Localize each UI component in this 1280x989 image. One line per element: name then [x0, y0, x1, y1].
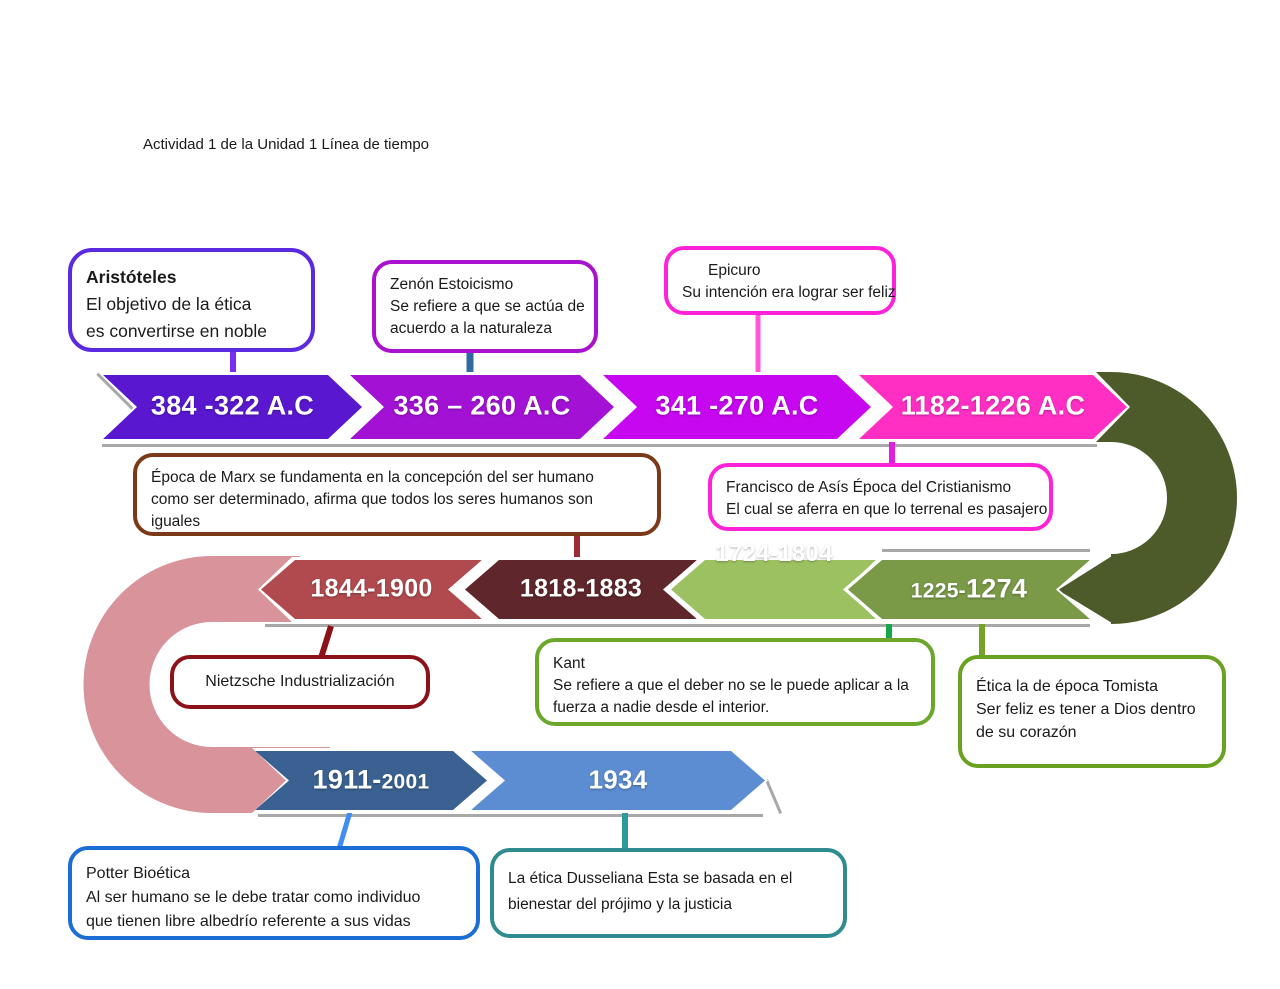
callout-zenon: Zenón Estoicismo Se refiere a que se act… — [372, 260, 598, 353]
callout-kant: Kant Se refiere a que el deber no se le … — [535, 638, 935, 726]
callout-line: bienestar del prójimo y la justicia — [508, 896, 732, 913]
callout-line: Se refiere a que el deber no se le puede… — [553, 677, 909, 694]
arrow-label: 341 -270 A.C — [655, 390, 819, 421]
row2-top-shadow — [882, 549, 1090, 552]
callout-line: es convertirse en noble — [86, 321, 267, 341]
arrow-1818-1883: 1818-1883 — [462, 557, 700, 622]
arrow-outline — [668, 557, 880, 622]
arrow-384-322: 384 -322 A.C — [100, 372, 365, 442]
arrow-1724-1804: 1724-1804 — [668, 540, 880, 622]
left-curve — [83, 556, 330, 813]
arrow-outline — [845, 557, 1093, 622]
arrow-1225-1274: 1225-1274 — [845, 557, 1093, 622]
callout-line: Se refiere a que se actúa de — [390, 298, 585, 315]
callout-line: Ser feliz es tener a Dios dentro — [976, 701, 1196, 718]
callout-line: Francisco de Asís Época del Cristianismo — [726, 479, 1012, 496]
arrow-outline — [100, 372, 365, 442]
callout-line: Epicuro — [708, 262, 761, 279]
callout-line: Al ser humano se le debe tratar como ind… — [86, 889, 421, 906]
callout-line: Nietzsche Industrialización — [205, 673, 395, 690]
arrow-fill — [603, 375, 871, 439]
arrow-fill — [103, 375, 362, 439]
arrow-label: 1724-1804 — [715, 540, 833, 567]
arrow-fill — [465, 560, 697, 619]
callout-line: El objetivo de la ética — [86, 294, 252, 314]
arrow-fill — [671, 560, 877, 619]
arrow-1911-2001: 1911-2001 — [252, 748, 490, 813]
callout-potter: Potter Bioética Al ser humano se le debe… — [68, 846, 480, 940]
callout-line: Ética la de época Tomista — [976, 678, 1159, 695]
arrow-336-260: 336 – 260 A.C — [347, 372, 617, 442]
callout-line: La ética Dusseliana Esta se basada en el — [508, 870, 793, 887]
arrow-341-270: 341 -270 A.C — [600, 372, 874, 442]
row3-shadow — [258, 814, 763, 817]
arrow-outline — [856, 372, 1130, 442]
callout-francisco: Francisco de Asís Época del Cristianismo… — [708, 463, 1053, 531]
callout-line: El cual se aferra en que lo terrenal es … — [726, 501, 1048, 518]
arrow-1934: 1934 — [468, 748, 768, 813]
callout-nietzsche: Nietzsche Industrialización — [170, 655, 430, 709]
arrow-label: 1844-1900 — [310, 573, 433, 602]
callout-tomista: Ética la de época Tomista Ser feliz es t… — [958, 655, 1226, 768]
right-curve-tip — [1058, 556, 1112, 623]
callout-marx: Época de Marx se fundamenta en la concep… — [133, 453, 661, 536]
callout-line: Kant — [553, 655, 585, 672]
arrow-label: 1182-1226 A.C — [900, 390, 1086, 421]
arrow-label: 336 – 260 A.C — [393, 390, 571, 421]
row2-shadow — [265, 624, 1090, 627]
arrow-fill — [471, 751, 765, 810]
row1-shadow — [102, 444, 1097, 447]
arrow-fill — [848, 560, 1090, 619]
arrow-outline — [462, 557, 700, 622]
arrow-fill — [350, 375, 614, 439]
callout-aristoteles: Aristóteles El objetivo de la ética es c… — [68, 248, 315, 352]
connector-nietzsche — [318, 625, 334, 659]
arrow-fill — [859, 375, 1127, 439]
arrow-outline — [347, 372, 617, 442]
callout-line: acuerdo a la naturaleza — [390, 320, 553, 337]
callout-dusseliana: La ética Dusseliana Esta se basada en el… — [490, 848, 847, 938]
arrow-label: 1818-1883 — [519, 573, 643, 602]
arrow-label: 1934 — [588, 763, 648, 794]
arrow-outline — [252, 748, 490, 813]
callout-line: como ser determinado, afirma que todos l… — [151, 491, 593, 508]
callout-line: iguales — [151, 513, 201, 530]
arrow-fill — [261, 560, 482, 619]
page-title: Actividad 1 de la Unidad 1 Línea de tiem… — [143, 136, 430, 153]
callout-line: Época de Marx se fundamenta en la concep… — [151, 469, 594, 486]
callout-epicuro: Epicuro Su intención era lograr ser feli… — [664, 246, 896, 315]
arrow-outline — [468, 748, 768, 813]
arrow-fill — [255, 751, 487, 810]
callout-line: Su intención era lograr ser feliz — [682, 284, 896, 301]
arrow-label: 1911-2001 — [312, 763, 430, 794]
arrow-outline — [600, 372, 874, 442]
callout-line: Aristóteles — [86, 267, 177, 287]
arrow-outline — [258, 557, 485, 622]
arrow-1844-1900: 1844-1900 — [258, 557, 485, 622]
callout-line: de su corazón — [976, 724, 1077, 741]
callout-line: Potter Bioética — [86, 865, 191, 882]
callout-line: que tienen libre albedrío referente a su… — [86, 913, 411, 930]
callout-line: Zenón Estoicismo — [390, 276, 514, 293]
arrow-label: 384 -322 A.C — [150, 390, 315, 421]
callout-line: fuerza a nadie desde el interior. — [553, 699, 770, 716]
right-curve — [1058, 372, 1237, 624]
connector-potter — [336, 811, 353, 850]
arrow-1182-1226: 1182-1226 A.C — [856, 372, 1130, 442]
arrow-label: 1225-1274 — [910, 572, 1028, 603]
